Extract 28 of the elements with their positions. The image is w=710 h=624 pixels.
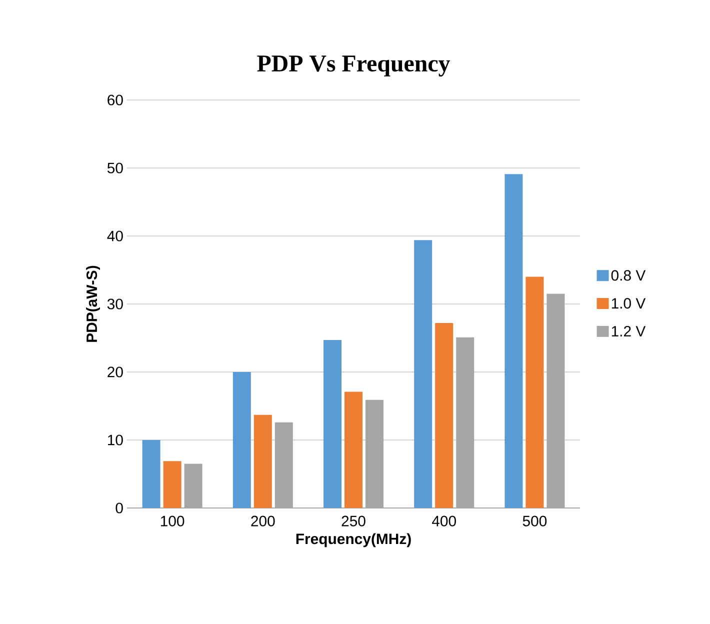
x-tick-label: 200 — [251, 516, 275, 526]
y-tick-label: 30 — [107, 298, 123, 310]
bar — [163, 461, 182, 508]
bar — [414, 240, 432, 508]
x-tick-label: 500 — [522, 516, 547, 526]
y-axis-title: PDP(aW-S) — [86, 266, 100, 342]
bar — [344, 392, 363, 508]
bar — [526, 276, 544, 508]
x-tick-label: 100 — [160, 516, 184, 526]
y-tick-label: 10 — [108, 434, 123, 446]
y-tick-label: 40 — [107, 230, 123, 242]
legend-label: 1.0 V — [612, 298, 646, 309]
y-tick-label: 20 — [108, 366, 123, 378]
bar — [254, 414, 272, 508]
legend-label: 1.2 V — [612, 326, 646, 336]
chart-title: PDP Vs Frequency — [257, 56, 450, 76]
bar — [324, 340, 342, 508]
bar — [232, 372, 251, 508]
bar — [435, 323, 454, 508]
y-tick-label: 50 — [107, 162, 123, 174]
bar — [504, 174, 523, 508]
x-axis-title: Frequency(MHz) — [296, 533, 411, 548]
x-tick-label: 400 — [432, 516, 456, 526]
y-tick-label: 60 — [108, 94, 123, 106]
x-tick-label: 250 — [342, 516, 366, 526]
bar — [142, 440, 160, 508]
legend-label: 0.8 V — [611, 270, 646, 281]
y-tick-label: 0 — [116, 502, 123, 514]
